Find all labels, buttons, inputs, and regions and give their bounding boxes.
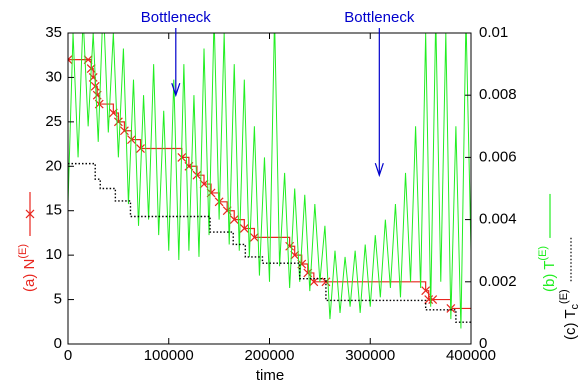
- y-tick-label: 20: [45, 157, 62, 174]
- legend-sup: (E): [537, 246, 549, 261]
- legend-marker: [25, 209, 35, 219]
- legend-sub: c: [569, 303, 581, 309]
- legend-label: (a) N(E): [17, 244, 38, 292]
- y-tick-label: 35: [45, 24, 62, 41]
- x-axis-label: time: [256, 367, 284, 384]
- legend-sup: (E): [558, 289, 570, 304]
- annotation: Bottleneck: [141, 9, 212, 26]
- x-tick-label: 0: [64, 347, 72, 364]
- axis-legend: (b) T(E): [537, 193, 558, 292]
- point-marker: [192, 170, 202, 180]
- legend-text: (a) N: [21, 259, 38, 292]
- point-marker: [136, 144, 145, 153]
- y-tick-label: 30: [45, 68, 62, 85]
- legend-sup: (E): [17, 244, 29, 259]
- y2-tick-label: 0.006: [479, 148, 517, 165]
- y-tick-label: 15: [45, 202, 62, 219]
- y-tick-label: 10: [45, 246, 62, 263]
- step-line: [68, 59, 471, 310]
- point-marker: [229, 215, 239, 225]
- point-marker: [290, 250, 300, 260]
- axis-legend: (a) N(E): [17, 191, 38, 292]
- y-tick-label: 5: [54, 291, 62, 308]
- x-tick-label: 200000: [244, 347, 294, 364]
- y2-tick-label: 0.008: [479, 86, 517, 103]
- point-marker: [249, 232, 259, 242]
- legend-text: (b) T: [541, 261, 558, 292]
- plot-area: [68, 33, 471, 329]
- point-marker: [239, 224, 249, 233]
- y-tick-label: 25: [45, 113, 62, 130]
- plot-frame: [67, 32, 472, 345]
- y2-tick-label: 0.002: [479, 273, 517, 290]
- legend-label: (c) Tc(E): [558, 289, 581, 340]
- point-marker: [119, 126, 129, 136]
- axis-legend: (c) Tc(E): [558, 237, 581, 340]
- y2-tick-label: 0.01: [479, 24, 508, 41]
- y-tick-label: 0: [54, 335, 62, 352]
- legend-label: (b) T(E): [537, 246, 558, 292]
- point-marker: [321, 277, 331, 287]
- y2-tick-label: 0.004: [479, 211, 517, 228]
- point-marker: [421, 286, 431, 296]
- point-marker: [113, 117, 123, 127]
- step-line-dotted: [68, 162, 471, 323]
- y2-tick-label: 0: [479, 335, 487, 352]
- point-marker: [199, 179, 209, 189]
- annotation-arrowhead: [171, 83, 181, 98]
- point-marker: [68, 55, 73, 65]
- x-tick-label: 400000: [446, 347, 496, 364]
- x-tick-label: 300000: [345, 347, 395, 364]
- temperature-line: [68, 33, 471, 329]
- x-tick-label: 100000: [144, 347, 194, 364]
- annotation: Bottleneck: [344, 9, 415, 26]
- annotation-arrowhead: [374, 162, 384, 178]
- legend-text: (c) T: [562, 309, 579, 340]
